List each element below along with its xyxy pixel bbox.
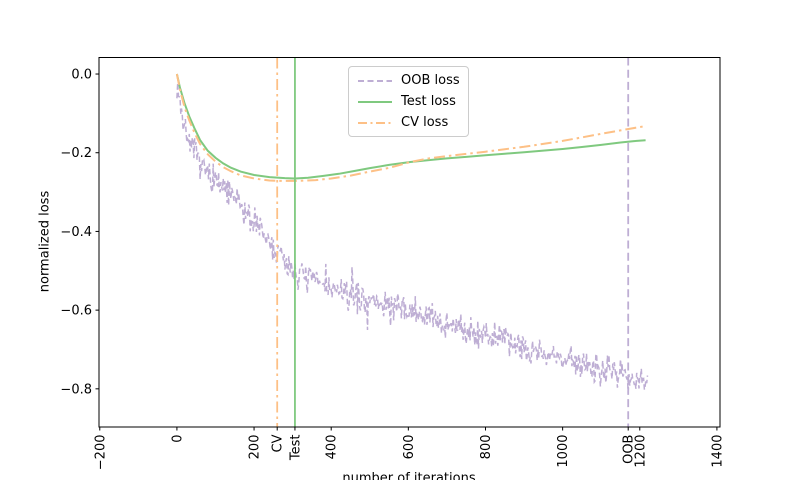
series-oob-loss [176,82,649,393]
x-axis-label: number of iterations [342,471,476,480]
legend-item-test-loss: Test loss [357,93,458,110]
legend-item-cv-loss: CV loss [357,114,458,131]
x-tick-label-cv: CV [271,434,286,452]
cv-loss-line-icon [358,121,392,124]
x-tick-label-400: 400 [325,435,340,460]
x-tick-label-600: 600 [402,435,417,460]
test-loss-line-icon [358,100,392,103]
x-tick-label-200: 200 [248,435,263,460]
x-tick-label-1000: 1000 [556,435,571,468]
plot-area [175,57,649,427]
legend-item-oob-loss: OOB loss [357,72,460,89]
legend-label-cv-loss: CV loss [401,115,449,130]
series-test-loss [175,73,646,180]
y-axis-ticks: 0.0 −0.2 −0.4 −0.6 −0.8 [60,68,99,397]
legend-label-test-loss: Test loss [401,94,456,109]
legend: OOB loss Test loss CV loss [348,66,469,137]
x-tick-label-−200: −200 [93,435,108,471]
y-axis-label: normalized loss [37,190,53,293]
x-tick-label-0: 0 [170,435,185,443]
x-tick-label-1200: 1200 [633,435,648,468]
y-tick-label-−0.8: −0.8 [60,382,92,397]
x-tick-label-oob: OOB [622,435,637,464]
x-tick-label-800: 800 [479,435,494,460]
y-tick-label-−0.2: −0.2 [60,146,92,161]
y-tick-label-0.0: 0.0 [71,68,92,83]
x-tick-label-1400: 1400 [710,435,725,468]
series-cv-loss [175,73,644,182]
y-tick-label-−0.4: −0.4 [60,225,92,240]
axes-spines [98,57,721,428]
legend-label-oob-loss: OOB loss [401,73,460,88]
oob-loss-line-icon [358,79,392,82]
y-tick-label-−0.6: −0.6 [60,304,92,319]
x-tick-label-test: Test [288,435,303,462]
